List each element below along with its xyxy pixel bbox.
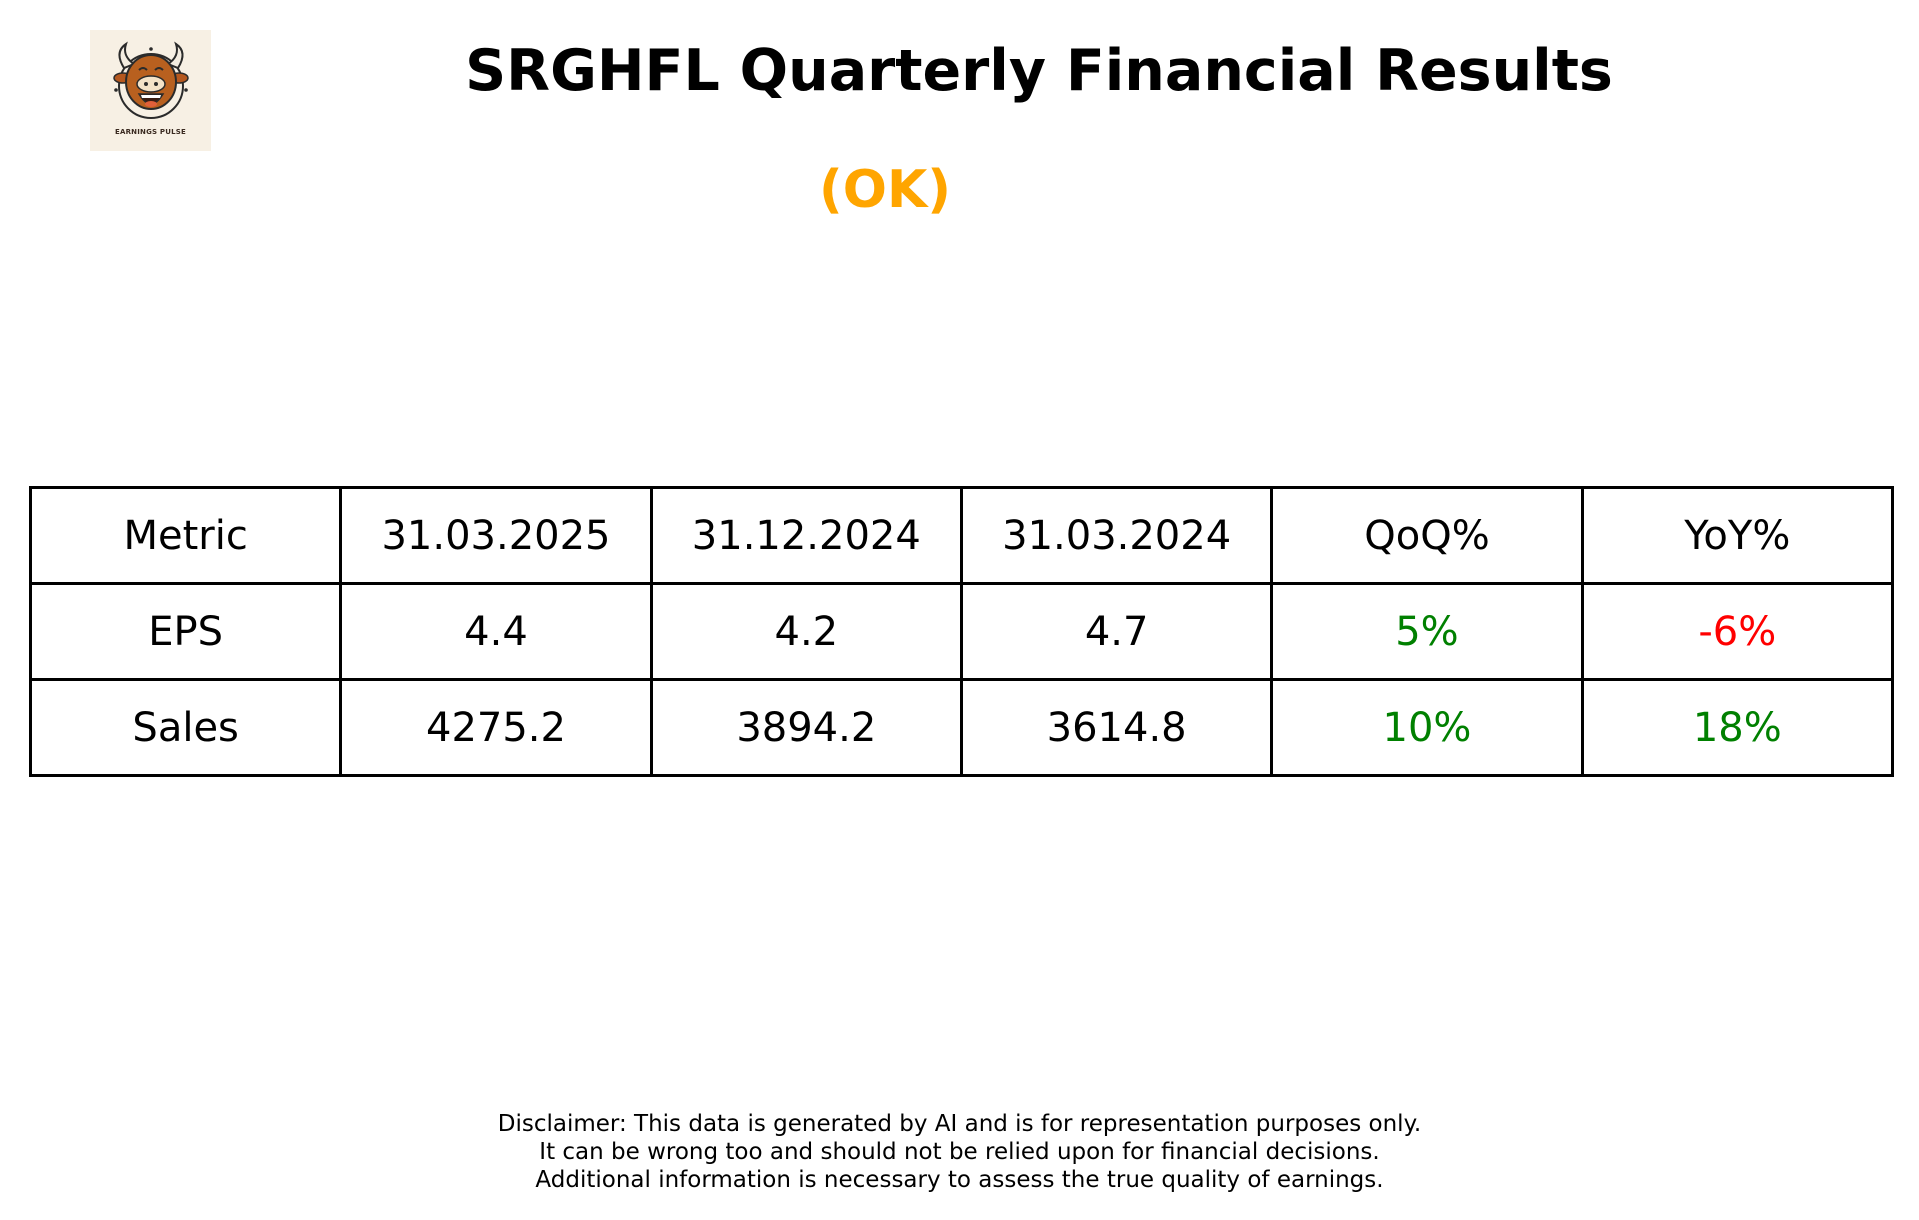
results-table: Metric 31.03.2025 31.12.2024 31.03.2024 … bbox=[28, 486, 1895, 777]
disclaimer-line-3: Additional information is necessary to a… bbox=[535, 1167, 1384, 1193]
value-cell: 4.4 bbox=[339, 582, 653, 681]
qoq-cell: 10% bbox=[1270, 678, 1584, 777]
value-cell: 4.7 bbox=[959, 582, 1274, 681]
header-q1: 31.03.2025 bbox=[339, 486, 653, 585]
yoy-cell: 18% bbox=[1580, 678, 1895, 777]
bull-mascot-icon bbox=[112, 41, 189, 119]
header-qoq: QoQ% bbox=[1270, 486, 1584, 585]
header-q2: 31.12.2024 bbox=[649, 486, 963, 585]
value-cell: 4.2 bbox=[649, 582, 963, 681]
value-cell: 4275.2 bbox=[339, 678, 653, 777]
metric-cell: Sales bbox=[28, 678, 343, 777]
value-cell: 3614.8 bbox=[959, 678, 1274, 777]
metric-cell: EPS bbox=[28, 582, 343, 681]
value-cell: 3894.2 bbox=[649, 678, 963, 777]
qoq-cell: 5% bbox=[1270, 582, 1584, 681]
logo-label: EARNINGS PULSE bbox=[114, 128, 187, 136]
header-metric: Metric bbox=[28, 486, 343, 585]
table-header-row: Metric 31.03.2025 31.12.2024 31.03.2024 … bbox=[28, 486, 1895, 585]
header-yoy: YoY% bbox=[1580, 486, 1895, 585]
earnings-pulse-logo: EARNINGS PULSE bbox=[90, 30, 211, 151]
rating-badge: (OK) bbox=[818, 160, 952, 220]
disclaimer-line-1: Disclaimer: This data is generated by AI… bbox=[497, 1111, 1422, 1137]
table-row-sales: Sales 4275.2 3894.2 3614.8 10% 18% bbox=[28, 678, 1895, 777]
header-q3: 31.03.2024 bbox=[959, 486, 1274, 585]
page-title: SRGHFL Quarterly Financial Results bbox=[465, 38, 1613, 104]
yoy-cell: -6% bbox=[1580, 582, 1895, 681]
disclaimer: Disclaimer: This data is generated by AI… bbox=[0, 1110, 1919, 1194]
table-row-eps: EPS 4.4 4.2 4.7 5% -6% bbox=[28, 582, 1895, 681]
disclaimer-line-2: It can be wrong too and should not be re… bbox=[539, 1139, 1380, 1165]
